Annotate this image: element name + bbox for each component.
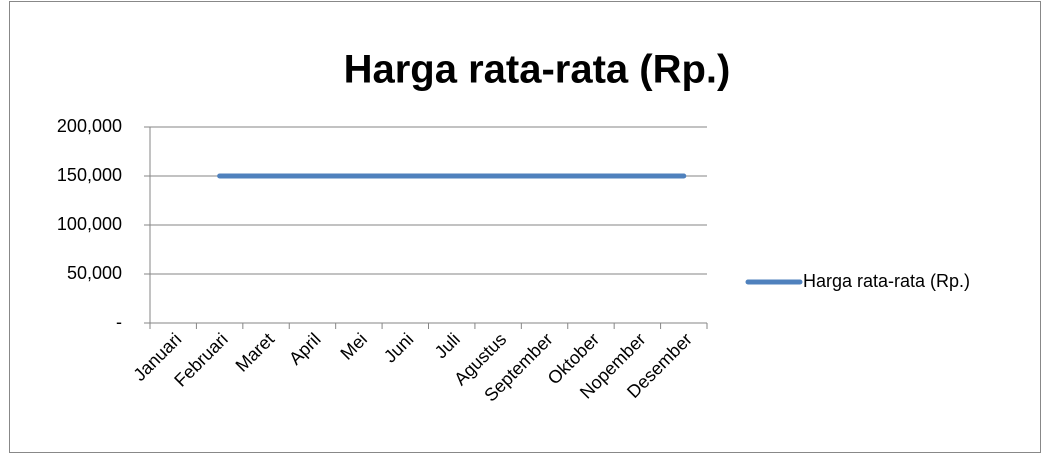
y-tick-label: - [116, 312, 122, 332]
y-tick-label: 50,000 [67, 263, 122, 283]
legend-label: Harga rata-rata (Rp.) [803, 271, 970, 291]
y-tick-label: 100,000 [57, 214, 122, 234]
chart-title: Harga rata-rata (Rp.) [344, 48, 731, 92]
chart-frame [9, 1, 1041, 453]
y-tick-label: 200,000 [57, 116, 122, 136]
y-tick-label: 150,000 [57, 165, 122, 185]
